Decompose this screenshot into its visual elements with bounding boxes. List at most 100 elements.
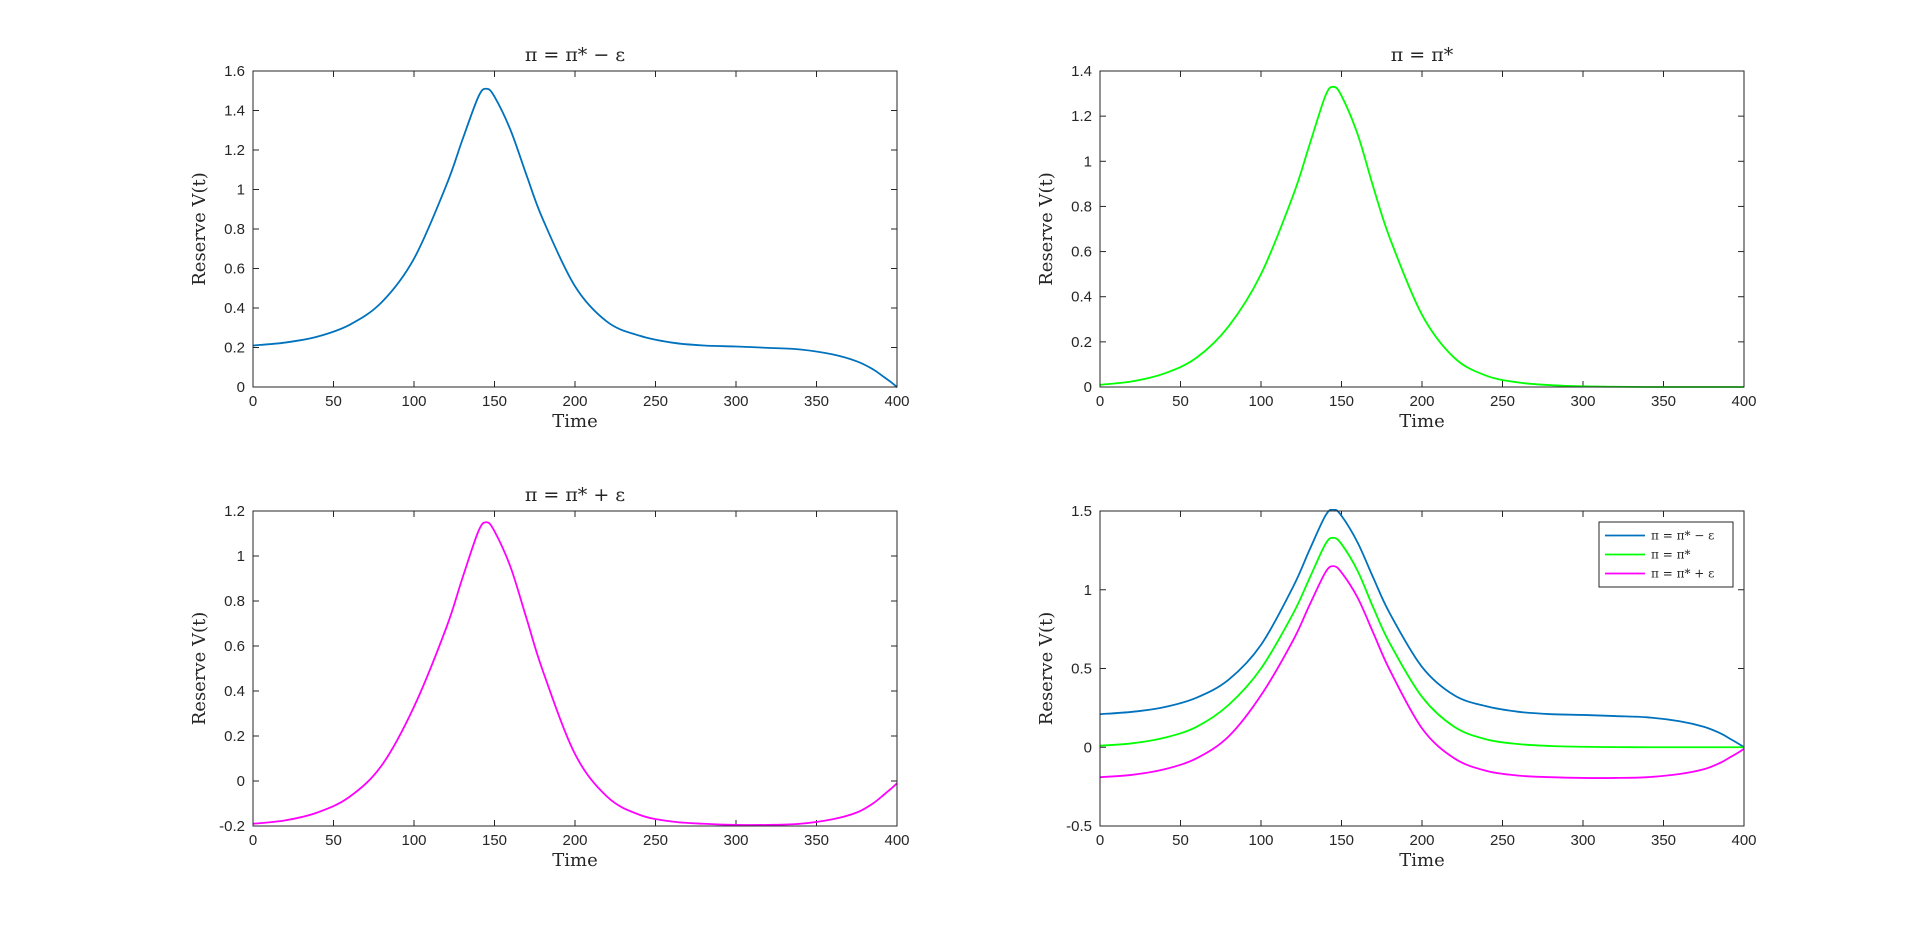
x-tick-label: 400 <box>1731 832 1756 849</box>
x-tick-label: 50 <box>325 393 342 410</box>
x-tick-label: 400 <box>884 393 909 410</box>
series-line-1 <box>253 521 897 826</box>
x-tick-label: 100 <box>401 832 426 849</box>
y-tick-label: 0.8 <box>1071 198 1092 215</box>
x-tick-label: 50 <box>1172 832 1189 849</box>
subplot-2: 0 50 100 150 200 250 300 350 400 0 0.2 0.4 0.6 0.8 1 1.… <box>1036 44 1757 432</box>
series-group <box>253 87 897 388</box>
x-axis-label: Time <box>1399 411 1444 432</box>
x-tick-label: 350 <box>804 393 829 410</box>
y-tick-label: 0 <box>1084 739 1092 756</box>
subplot-3: 0 50 100 150 200 250 300 350 400-0.200.20.40.60.… <box>189 484 910 871</box>
y-tick-label: 0.2 <box>224 340 245 357</box>
x-tick-label: 200 <box>562 832 587 849</box>
plot-title: π = π* − ε <box>525 44 625 66</box>
x-tick-label: 350 <box>1651 832 1676 849</box>
x-axis-label: Time <box>552 850 597 871</box>
series-group <box>253 521 897 826</box>
y-tick-label: 1.4 <box>224 103 245 120</box>
legend-label: π = π* + ε <box>1651 567 1714 581</box>
y-tick-label: 1.2 <box>224 142 245 159</box>
x-tick-label: 50 <box>325 832 342 849</box>
plot-area <box>1100 71 1744 387</box>
x-tick-label: 150 <box>482 393 507 410</box>
y-tick-label: 1 <box>1084 582 1092 599</box>
x-tick-label: 150 <box>482 832 507 849</box>
x-axis-label: Time <box>552 411 597 432</box>
axes-frame <box>1099 510 1745 827</box>
y-tick-label: 0.4 <box>224 683 245 700</box>
axes-frame <box>252 70 898 388</box>
x-tick-label: 400 <box>1731 393 1756 410</box>
axes-frame <box>252 510 898 827</box>
x-tick-label: 300 <box>1570 832 1595 849</box>
y-tick-label: 0.4 <box>1071 289 1092 306</box>
y-tick-label: 0.6 <box>1071 244 1092 261</box>
x-tick-label: 50 <box>1172 393 1189 410</box>
y-tick-label: 1 <box>237 182 245 199</box>
x-tick-label: 250 <box>1490 832 1515 849</box>
y-axis-label: Reserve V(t) <box>189 172 210 286</box>
y-tick-label: -0.5 <box>1066 818 1092 835</box>
x-tick-label: 0 <box>249 393 257 410</box>
x-tick-label: 0 <box>1096 393 1104 410</box>
y-tick-label: 0 <box>237 773 245 790</box>
y-tick-label: 0.5 <box>1071 661 1092 678</box>
y-axis-label: Reserve V(t) <box>1036 612 1057 726</box>
y-axis-label: Reserve V(t) <box>1036 172 1057 286</box>
y-tick-label: 1.4 <box>1071 63 1092 80</box>
y-tick-label: 0 <box>237 379 245 396</box>
y-tick-label: 1.5 <box>1071 503 1092 520</box>
y-tick-label: 0 <box>1084 379 1092 396</box>
plot-title: π = π* + ε <box>525 484 625 506</box>
y-tick-label: 0.8 <box>224 593 245 610</box>
plot-title: π = π* <box>1391 44 1454 66</box>
x-tick-label: 300 <box>723 393 748 410</box>
series-line-3 <box>1100 565 1744 779</box>
plot-area <box>253 511 897 826</box>
series-line-1 <box>1100 509 1744 749</box>
y-tick-label: 0.2 <box>224 728 245 745</box>
x-tick-label: 0 <box>249 832 257 849</box>
legend-label: π = π* − ε <box>1651 529 1714 543</box>
x-tick-label: 200 <box>562 393 587 410</box>
x-tick-label: 0 <box>1096 832 1104 849</box>
y-tick-label: 0.4 <box>224 300 245 317</box>
plot-area <box>253 71 897 387</box>
x-tick-label: 300 <box>723 832 748 849</box>
y-axis-label: Reserve V(t) <box>189 612 210 726</box>
x-tick-label: 150 <box>1329 393 1354 410</box>
x-tick-label: 100 <box>1248 832 1273 849</box>
series-line-1 <box>253 87 897 388</box>
x-axis-label: Time <box>1399 850 1444 871</box>
x-tick-label: 350 <box>1651 393 1676 410</box>
legend-label: π = π* <box>1651 548 1690 562</box>
subplots: 0 50 100 150 200 250 300 350 40000.20.40.60.811.… <box>189 44 1757 871</box>
x-tick-label: 300 <box>1570 393 1595 410</box>
x-tick-label: 150 <box>1329 832 1354 849</box>
y-tick-label: 0.2 <box>1071 334 1092 351</box>
x-tick-label: 100 <box>401 393 426 410</box>
y-tick-label: 1 <box>237 548 245 565</box>
axes-frame <box>1099 70 1745 388</box>
subplot-4: 0 50 100 150 200 250 300 350 400-0.500.511.5Time… <box>1036 503 1757 871</box>
x-tick-label: 200 <box>1409 393 1434 410</box>
y-tick-label: 1.2 <box>1071 108 1092 125</box>
y-tick-label: 1 <box>1084 153 1092 170</box>
x-tick-label: 100 <box>1248 393 1273 410</box>
x-tick-label: 400 <box>884 832 909 849</box>
y-tick-label: 1.2 <box>224 503 245 520</box>
y-tick-label: -0.2 <box>219 818 245 835</box>
x-tick-label: 350 <box>804 832 829 849</box>
x-tick-label: 250 <box>643 393 668 410</box>
y-tick-label: 0.8 <box>224 221 245 238</box>
y-tick-label: 1.6 <box>224 63 245 80</box>
y-tick-label: 0.6 <box>224 638 245 655</box>
x-tick-label: 200 <box>1409 832 1434 849</box>
y-tick-label: 0.6 <box>224 261 245 278</box>
series-line-2 <box>1100 536 1744 749</box>
subplot-1: 0 50 100 150 200 250 300 350 400 0 0.2 0.4 0.6 0.8 1 1.… <box>189 44 910 432</box>
x-tick-label: 250 <box>643 832 668 849</box>
legend: π = π* − ε π = π* π = π* + ε <box>1598 521 1734 588</box>
